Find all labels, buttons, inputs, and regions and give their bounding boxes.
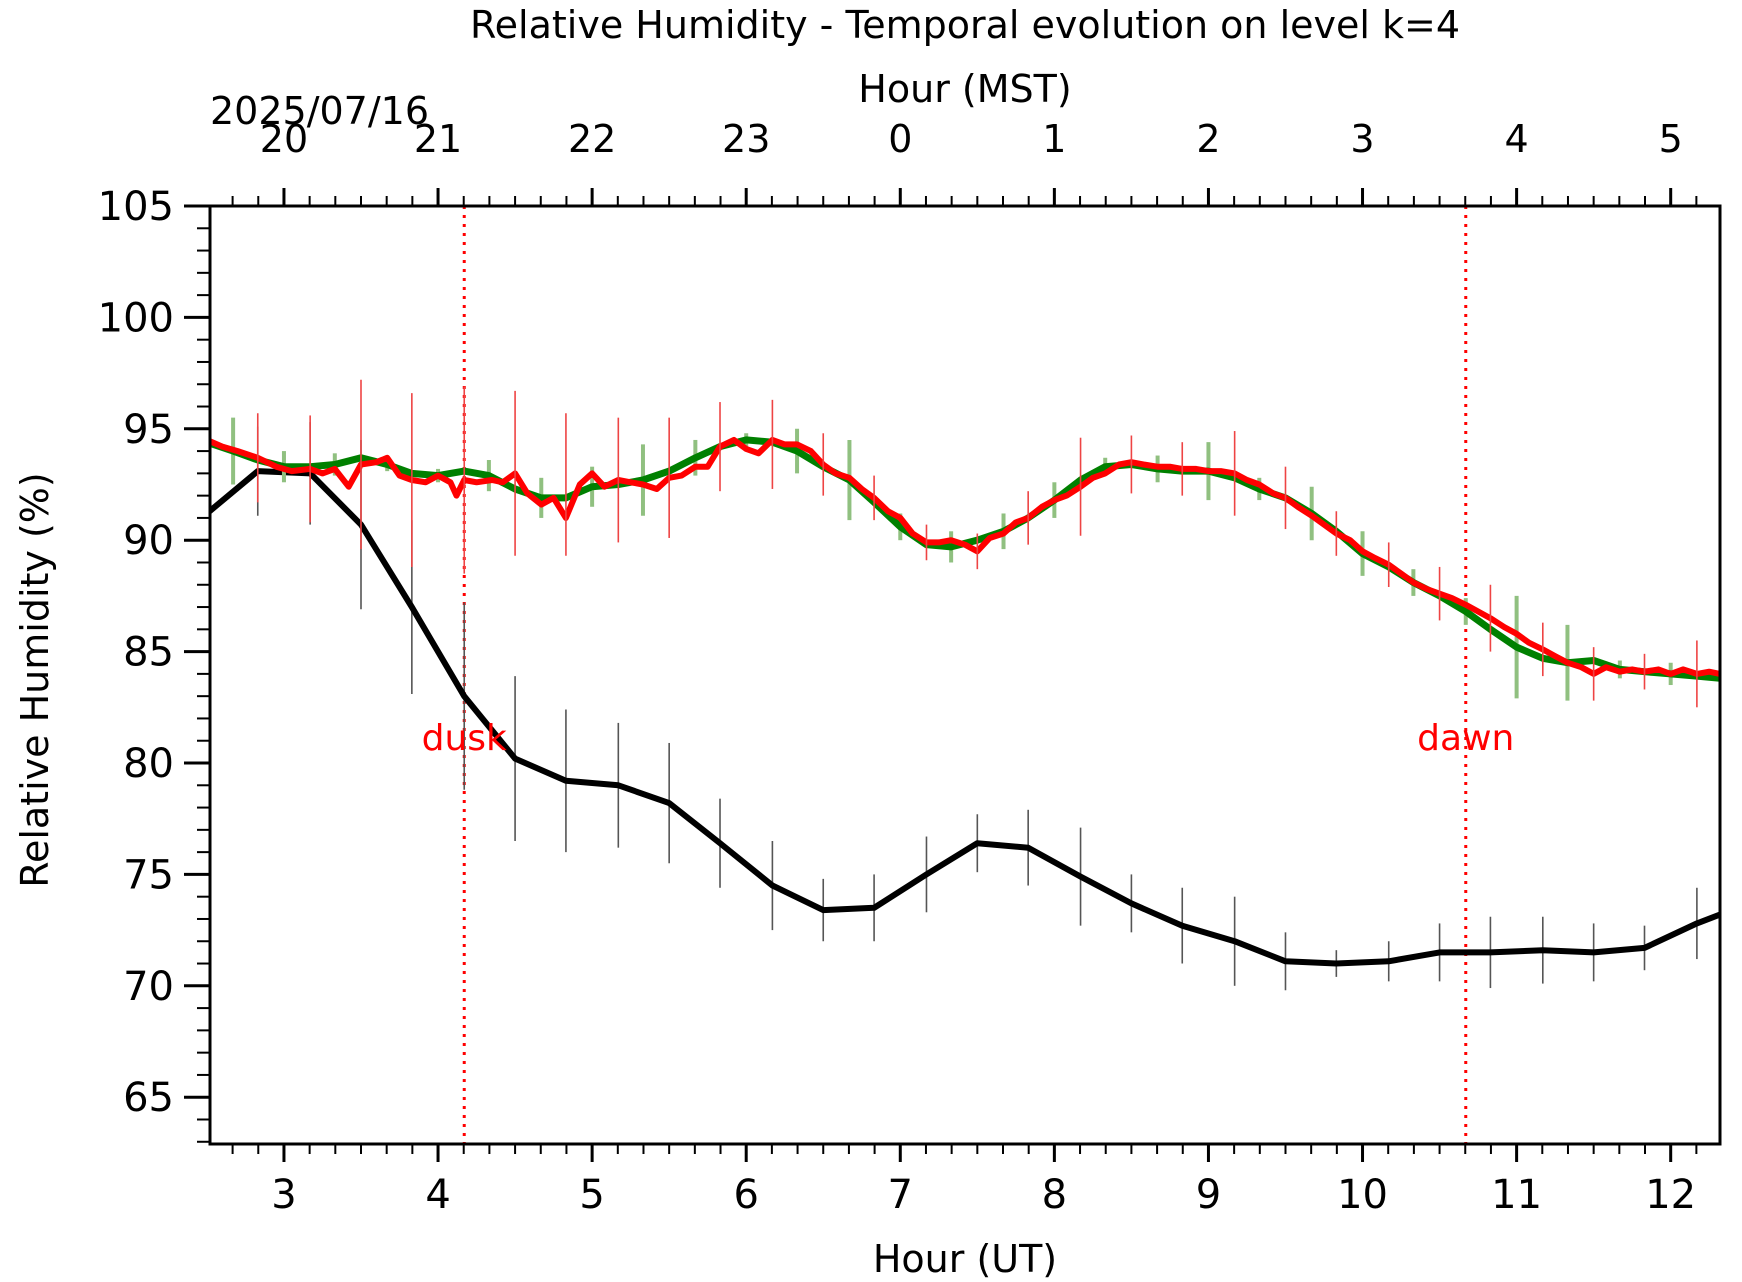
- y-tick-label: 75: [123, 852, 174, 898]
- series-line-s0: [210, 468, 1720, 967]
- y-tick-label: 90: [123, 518, 174, 564]
- y-tick-label: 80: [123, 741, 174, 787]
- x-tick-label: 4: [425, 1172, 450, 1218]
- top-tick-label: 0: [888, 117, 912, 161]
- x-tick-label: 6: [733, 1172, 758, 1218]
- x-tick-label: 3: [271, 1172, 296, 1218]
- top-tick-label: 4: [1505, 117, 1529, 161]
- x-tick-label: 12: [1645, 1172, 1696, 1218]
- y-tick-label: 85: [123, 630, 174, 676]
- y-tick-label: 95: [123, 407, 174, 453]
- y-tick-label: 70: [123, 964, 174, 1010]
- top-tick-label: 5: [1659, 117, 1683, 161]
- plot-area: dusk dawn: [210, 206, 1720, 1144]
- y-tick-label: 65: [123, 1075, 174, 1121]
- top-tick-label: 23: [722, 117, 770, 161]
- top-tick-label: 22: [568, 117, 616, 161]
- top-tick-label: 20: [260, 117, 308, 161]
- plot-frame: [208, 204, 1722, 1146]
- x-axis-label: Hour (UT): [873, 1237, 1057, 1281]
- dusk-label: dusk: [422, 718, 507, 759]
- top-axis-label: Hour (MST): [858, 67, 1071, 111]
- x-tick-label: 7: [888, 1172, 913, 1218]
- x-tick-label: 10: [1337, 1172, 1388, 1218]
- top-tick-label: 21: [414, 117, 462, 161]
- top-tick-label: 1: [1042, 117, 1066, 161]
- x-tick-label: 11: [1491, 1172, 1542, 1218]
- x-tick-label: 8: [1042, 1172, 1067, 1218]
- top-tick-label: 2: [1196, 117, 1220, 161]
- x-tick-label: 5: [579, 1172, 604, 1218]
- x-tick-label: 9: [1196, 1172, 1221, 1218]
- chart-title: Relative Humidity - Temporal evolution o…: [470, 3, 1460, 47]
- dawn-label: dawn: [1417, 718, 1514, 759]
- y-tick-label: 100: [98, 295, 174, 341]
- y-axis-label: Relative Humidity (%): [13, 472, 57, 887]
- top-tick-label: 3: [1350, 117, 1374, 161]
- y-tick-label: 105: [98, 184, 174, 230]
- top-axis-date: 2025/07/16: [210, 89, 429, 133]
- series-line-s2: [210, 436, 1720, 677]
